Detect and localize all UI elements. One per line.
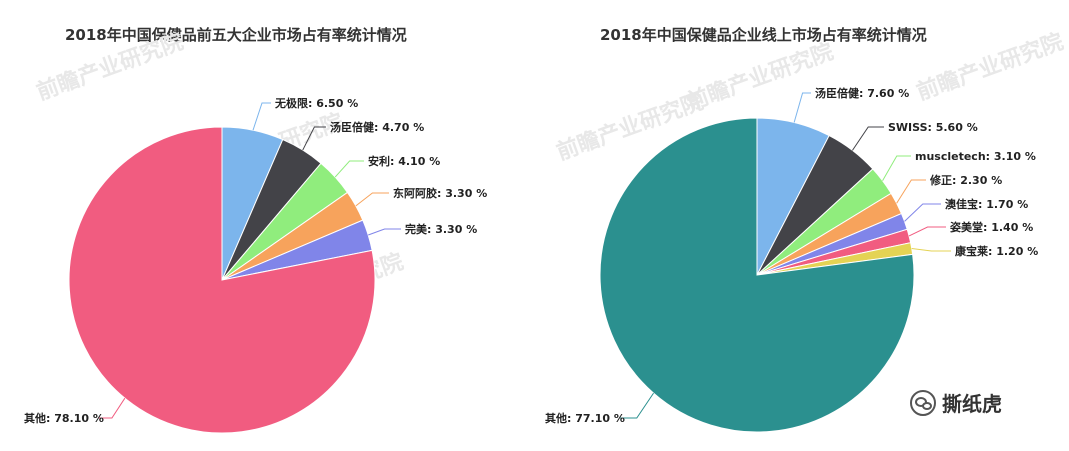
pie-slice: [68, 126, 376, 434]
watermark-text: 前瞻产业研究院: [683, 39, 837, 116]
watermark-text: 前瞻产业研究院: [33, 29, 187, 106]
leader-line: [368, 228, 401, 236]
leader-line: [904, 203, 941, 222]
leader-line: [852, 126, 884, 151]
leader-line: [334, 160, 364, 178]
slice-label: 姿美堂: 1.40 %: [950, 220, 1033, 234]
slice-label: 澳佳宝: 1.70 %: [945, 197, 1028, 211]
leader-line: [911, 247, 951, 252]
watermark-text: 前瞻产业研究院: [913, 29, 1067, 106]
right-chart-title: 2018年中国保健品企业线上市场占有率统计情况: [600, 26, 927, 44]
slice-label: 其他: 77.10 %: [545, 411, 625, 425]
slice-label: 康宝莱: 1.20 %: [955, 244, 1038, 258]
leader-line: [908, 226, 946, 237]
slice-label: SWISS: 5.60 %: [888, 121, 978, 134]
slice-label: 完美: 3.30 %: [405, 222, 477, 236]
leader-line: [252, 102, 271, 131]
pie-slice: [599, 117, 915, 433]
leader-line: [882, 155, 911, 181]
slice-label: muscletech: 3.10 %: [915, 150, 1036, 163]
leader-line: [99, 397, 126, 419]
brand-name: 撕纸虎: [942, 392, 1002, 416]
left-chart-title: 2018年中国保健品前五大企业市场占有率统计情况: [65, 26, 407, 44]
slice-label: 修正: 2.30 %: [929, 173, 1002, 187]
leader-line: [896, 179, 926, 204]
leader-line: [793, 92, 811, 123]
left-pie-chart: 无极限: 6.50 % 汤臣倍健: 4.70 % 安利: 4.10 % 东阿阿胶: 3…: [24, 96, 487, 434]
slice-label: 东阿阿胶: 3.30 %: [393, 186, 487, 200]
slice-label: 安利: 4.10 %: [368, 154, 440, 168]
leader-line: [355, 192, 389, 207]
right-pie-chart: 汤臣倍健: 7.60 % SWISS: 5.60 % muscletech: 3.1…: [545, 86, 1038, 433]
slice-label: 汤臣倍健: 4.70 %: [330, 120, 424, 134]
brand-badge: 撕纸虎: [910, 388, 1002, 417]
leader-line: [620, 392, 654, 419]
leader-line: [302, 126, 326, 151]
slice-label: 无极限: 6.50 %: [274, 96, 358, 110]
wechat-icon: [910, 389, 936, 416]
slice-label: 其他: 78.10 %: [24, 411, 104, 425]
slice-label: 汤臣倍健: 7.60 %: [815, 86, 909, 100]
